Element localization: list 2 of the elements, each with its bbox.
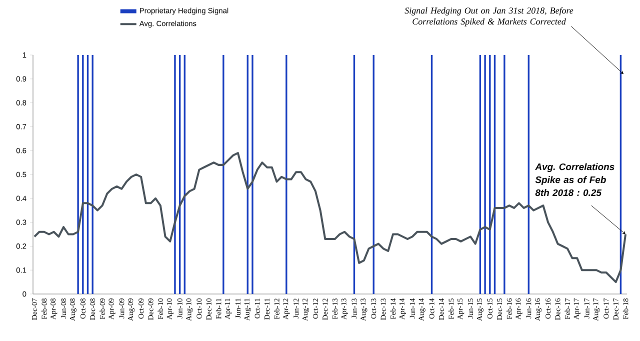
annotation: Avg. Correlations Spike as of Feb 8th 2018 : 0.25 [535,163,614,196]
annotation: Signal Hedging Out on Jan 31st 2018, Before Correlations Spiked & Markets Corrected [404,7,574,26]
